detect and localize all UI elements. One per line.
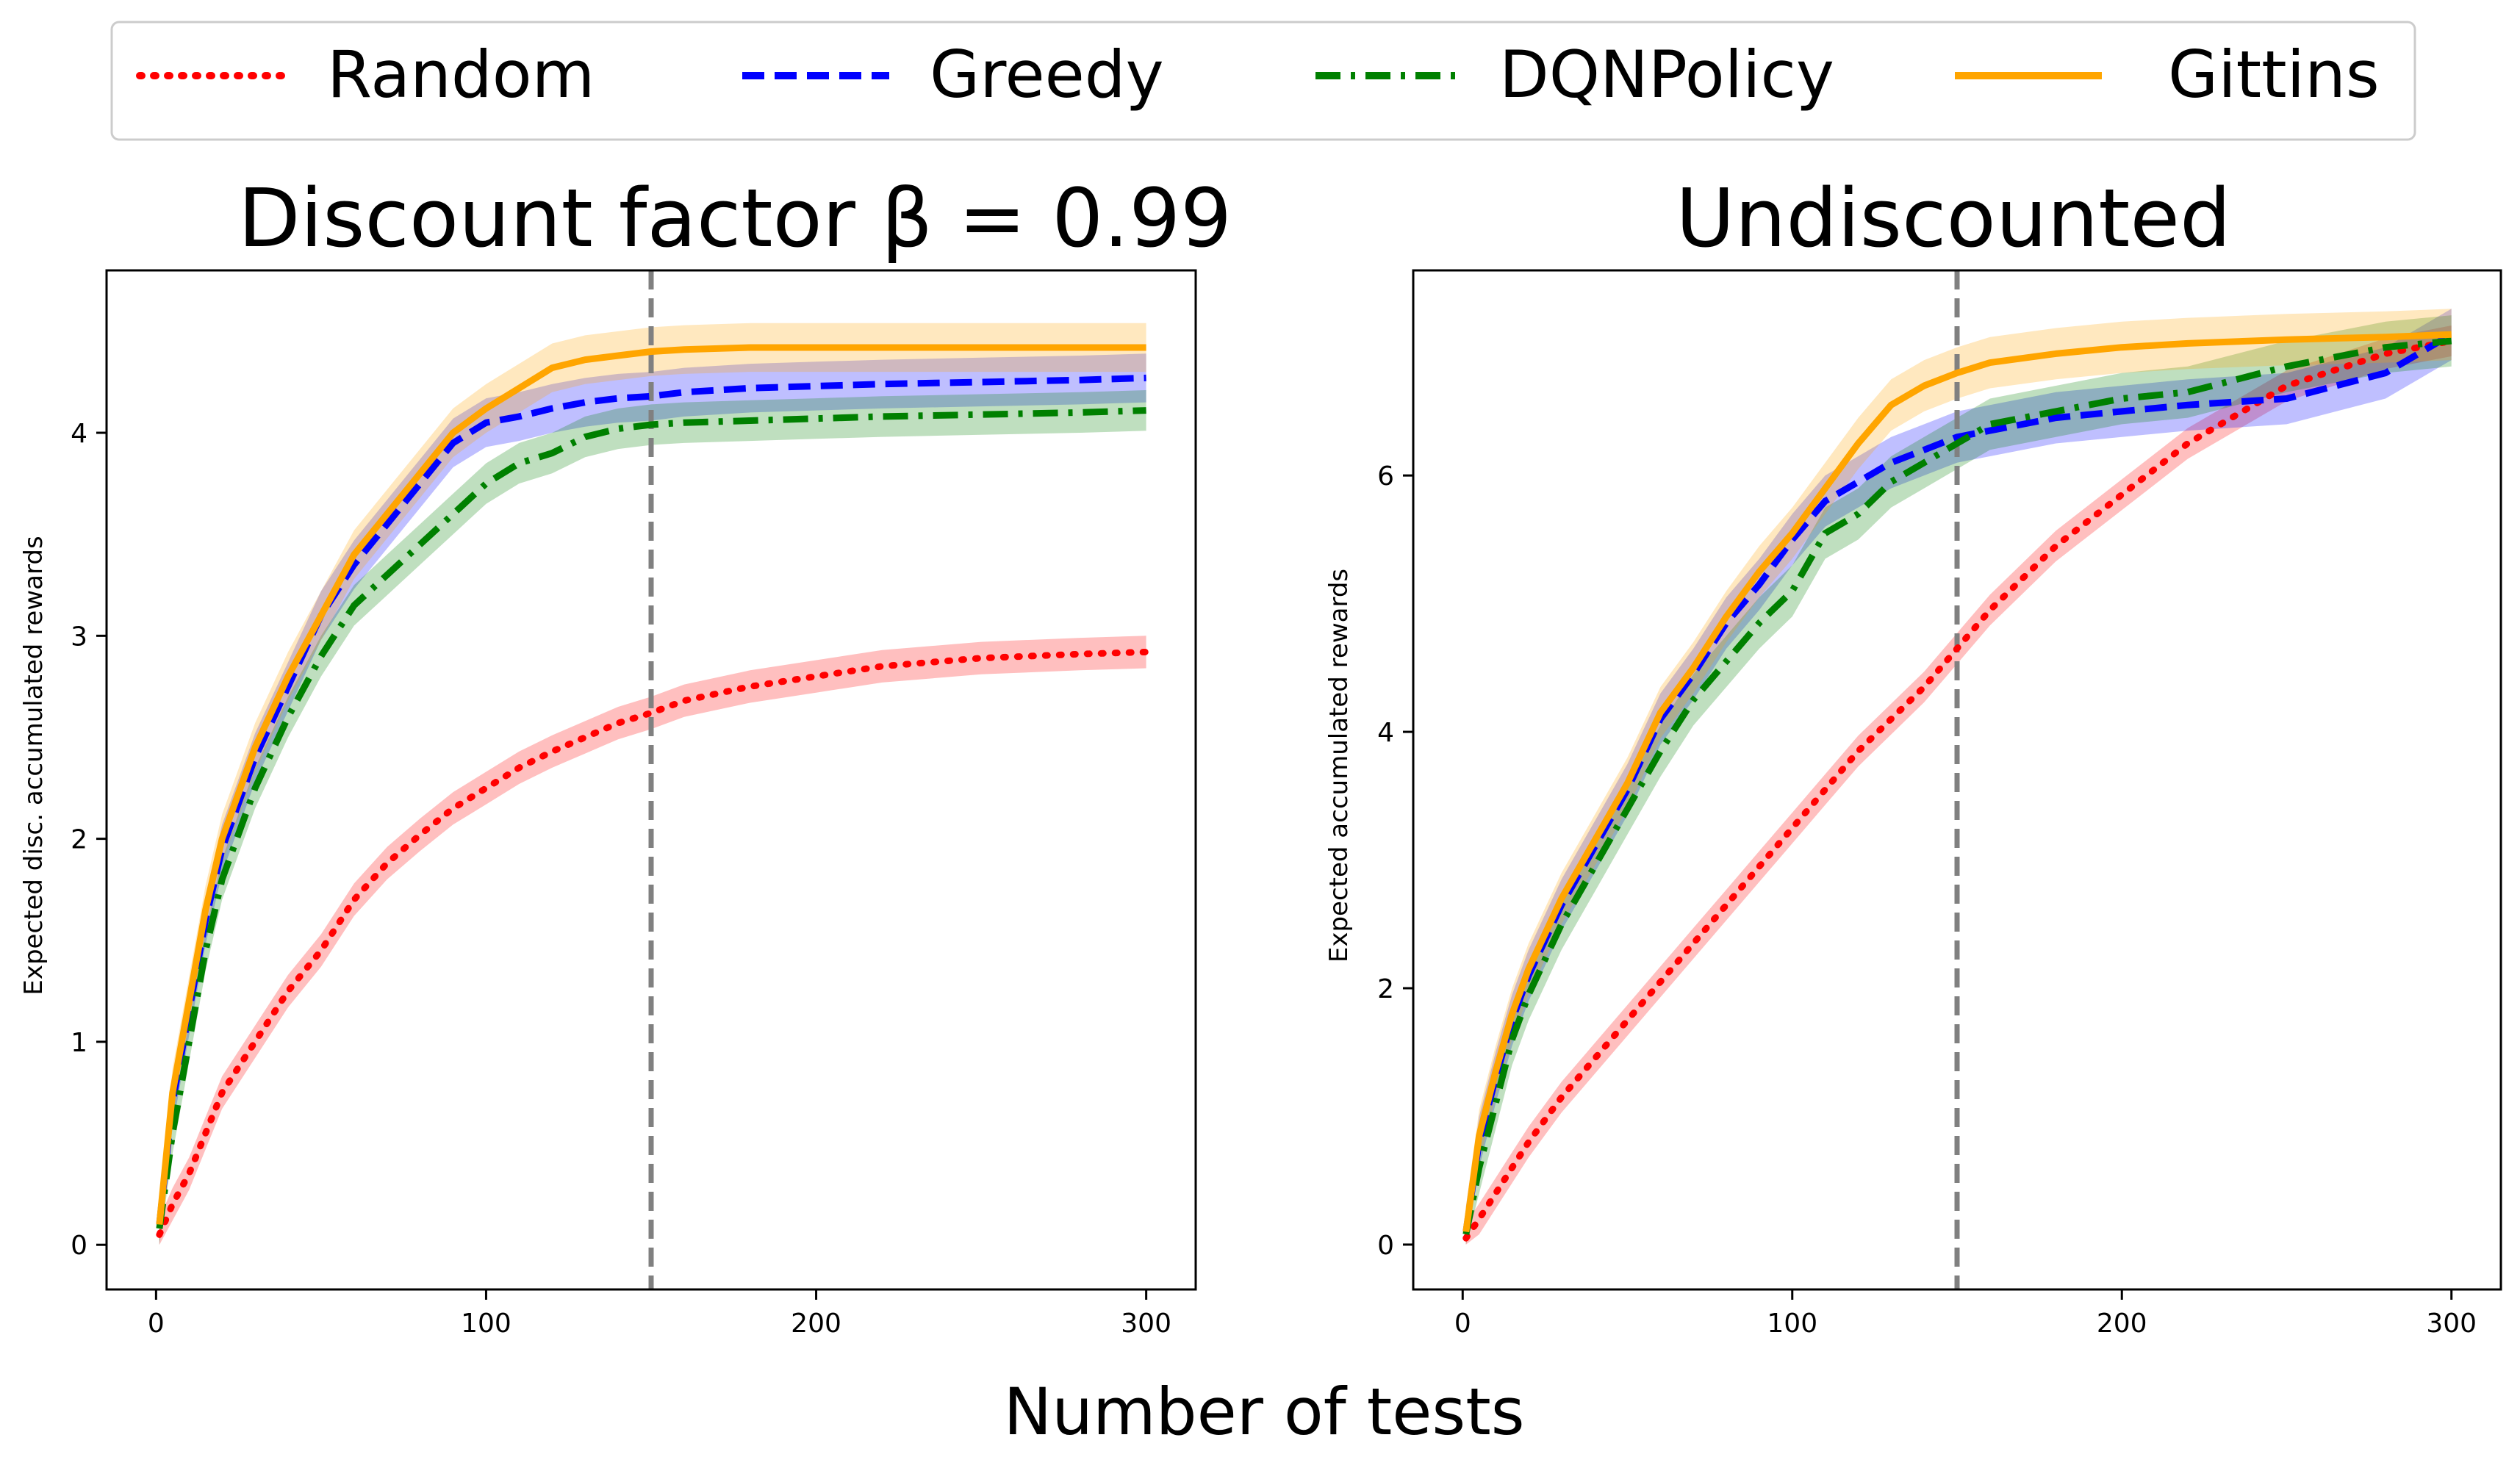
legend-item-greedy: Greedy	[742, 37, 1164, 112]
axes-frame	[105, 269, 1197, 1291]
y-tick-label: 1	[71, 1028, 87, 1058]
y-tick-label: 2	[71, 825, 87, 855]
series-line-random	[156, 648, 1150, 1238]
y-tick-label: 4	[1377, 718, 1394, 748]
series-line-dqnpolicy	[156, 407, 1146, 1229]
x-tick-label: 0	[148, 1309, 165, 1339]
y-tick-label: 3	[71, 622, 87, 652]
x-tick-label: 300	[2426, 1309, 2477, 1339]
series-line-random	[1462, 337, 2455, 1242]
x-tick-label: 100	[461, 1309, 511, 1339]
axes-frame	[1412, 269, 2502, 1291]
legend-frame	[110, 21, 2416, 141]
chart-panel-discounted: Discount factor β = 0.99 Expected disc. …	[19, 171, 1232, 1339]
chart-panel-undiscounted: Undiscounted Expected accumulated reward…	[1324, 171, 2502, 1339]
legend-item-gittins: Gittins	[1955, 37, 2380, 112]
series-line-gittins	[156, 344, 1146, 1226]
y-axis-label: Expected accumulated rewards	[1324, 569, 1354, 963]
plot-area	[156, 270, 1150, 1289]
legend: Random Greedy DQNPolicy Gittins	[110, 21, 2416, 141]
confidence-band-greedy	[1465, 309, 2452, 1245]
series-line-greedy	[156, 374, 1146, 1226]
chart-title: Undiscounted	[1676, 171, 2231, 265]
legend-label: Random	[327, 37, 595, 112]
legend-item-dqnpolicy: DQNPolicy	[1315, 37, 1834, 112]
x-tick-label: 0	[1454, 1309, 1471, 1339]
y-tick-label: 0	[1377, 1231, 1394, 1261]
legend-label: Greedy	[930, 37, 1164, 112]
y-tick-label: 6	[1377, 461, 1394, 492]
chart-title: Discount factor β = 0.99	[238, 171, 1232, 265]
x-tick-label: 200	[791, 1309, 841, 1339]
legend-label: Gittins	[2168, 37, 2380, 112]
y-tick-label: 2	[1377, 974, 1394, 1004]
x-tick-label: 300	[1121, 1309, 1171, 1339]
x-tick-label: 100	[1767, 1309, 1817, 1339]
y-tick-label: 0	[71, 1231, 87, 1261]
legend-label: DQNPolicy	[1499, 37, 1834, 112]
x-tick-label: 200	[2097, 1309, 2147, 1339]
y-tick-label: 4	[71, 419, 87, 449]
legend-item-random: Random	[136, 37, 595, 112]
y-axis-label: Expected disc. accumulated rewards	[19, 536, 49, 995]
x-axis-label: Number of tests	[1003, 1374, 1524, 1450]
series-line-gittins	[1462, 331, 2452, 1233]
plot-area	[1462, 270, 2455, 1289]
